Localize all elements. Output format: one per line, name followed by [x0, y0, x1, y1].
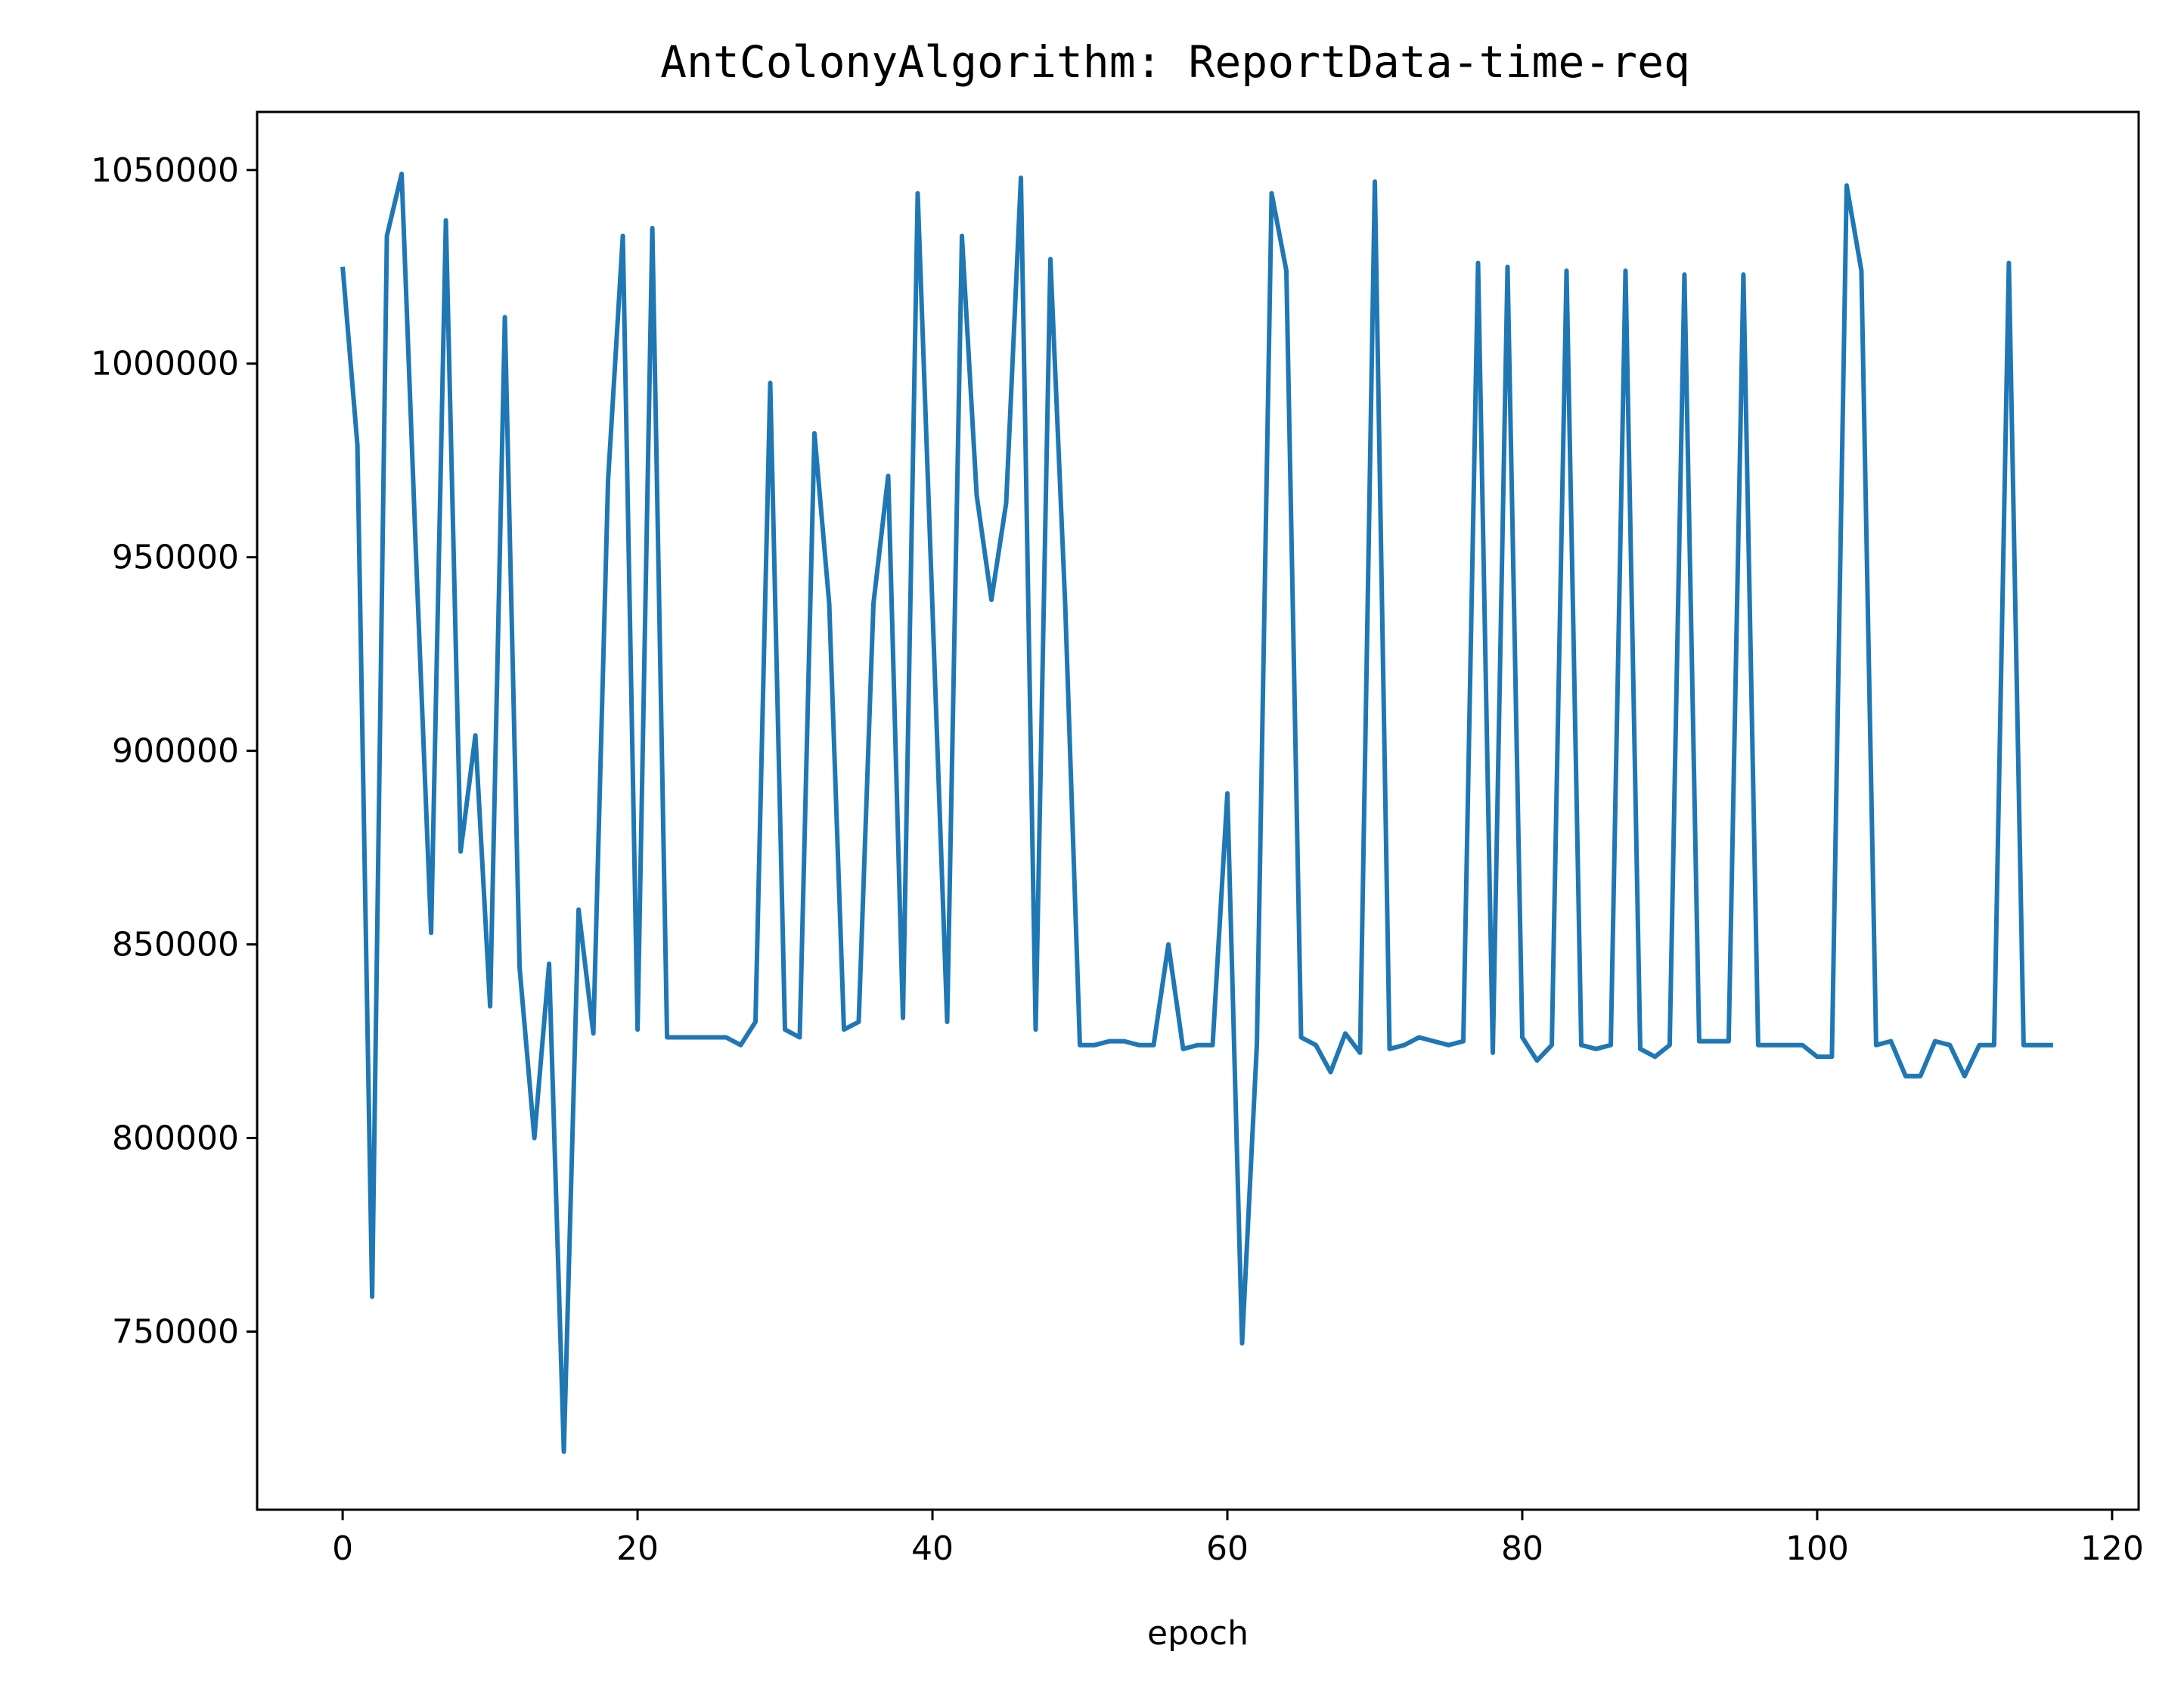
y-tick-label: 1000000: [91, 345, 239, 383]
series-line: [340, 171, 2053, 1454]
y-tick-label: 850000: [112, 926, 239, 964]
x-tick-label: 100: [1785, 1529, 1849, 1568]
x-axis-label: epoch: [1147, 1614, 1249, 1653]
x-tick-label: 20: [616, 1529, 659, 1568]
plot-frame: [256, 110, 2140, 1511]
y-axis: 750000 800000 850000 900000 950000 1000000 105…: [91, 151, 257, 1352]
x-tick-label: 120: [2080, 1529, 2144, 1568]
y-tick-label: 750000: [112, 1313, 239, 1352]
x-tick-label: 40: [911, 1529, 954, 1568]
y-tick-label: 1050000: [91, 151, 239, 190]
series-layer: [340, 171, 2053, 1454]
x-axis: 0 20 40 60 80 100 120: [332, 1510, 2144, 1568]
y-tick-label: 900000: [112, 732, 239, 771]
x-tick-label: 60: [1206, 1529, 1249, 1568]
chart-title: AntColonyAlgorithm: ReportData-time-req: [660, 36, 1690, 88]
y-tick-label: 800000: [112, 1119, 239, 1158]
y-tick-label: 950000: [112, 539, 239, 577]
x-tick-label: 80: [1501, 1529, 1543, 1568]
x-tick-label: 0: [332, 1529, 353, 1568]
plot-area: [257, 112, 2139, 1510]
